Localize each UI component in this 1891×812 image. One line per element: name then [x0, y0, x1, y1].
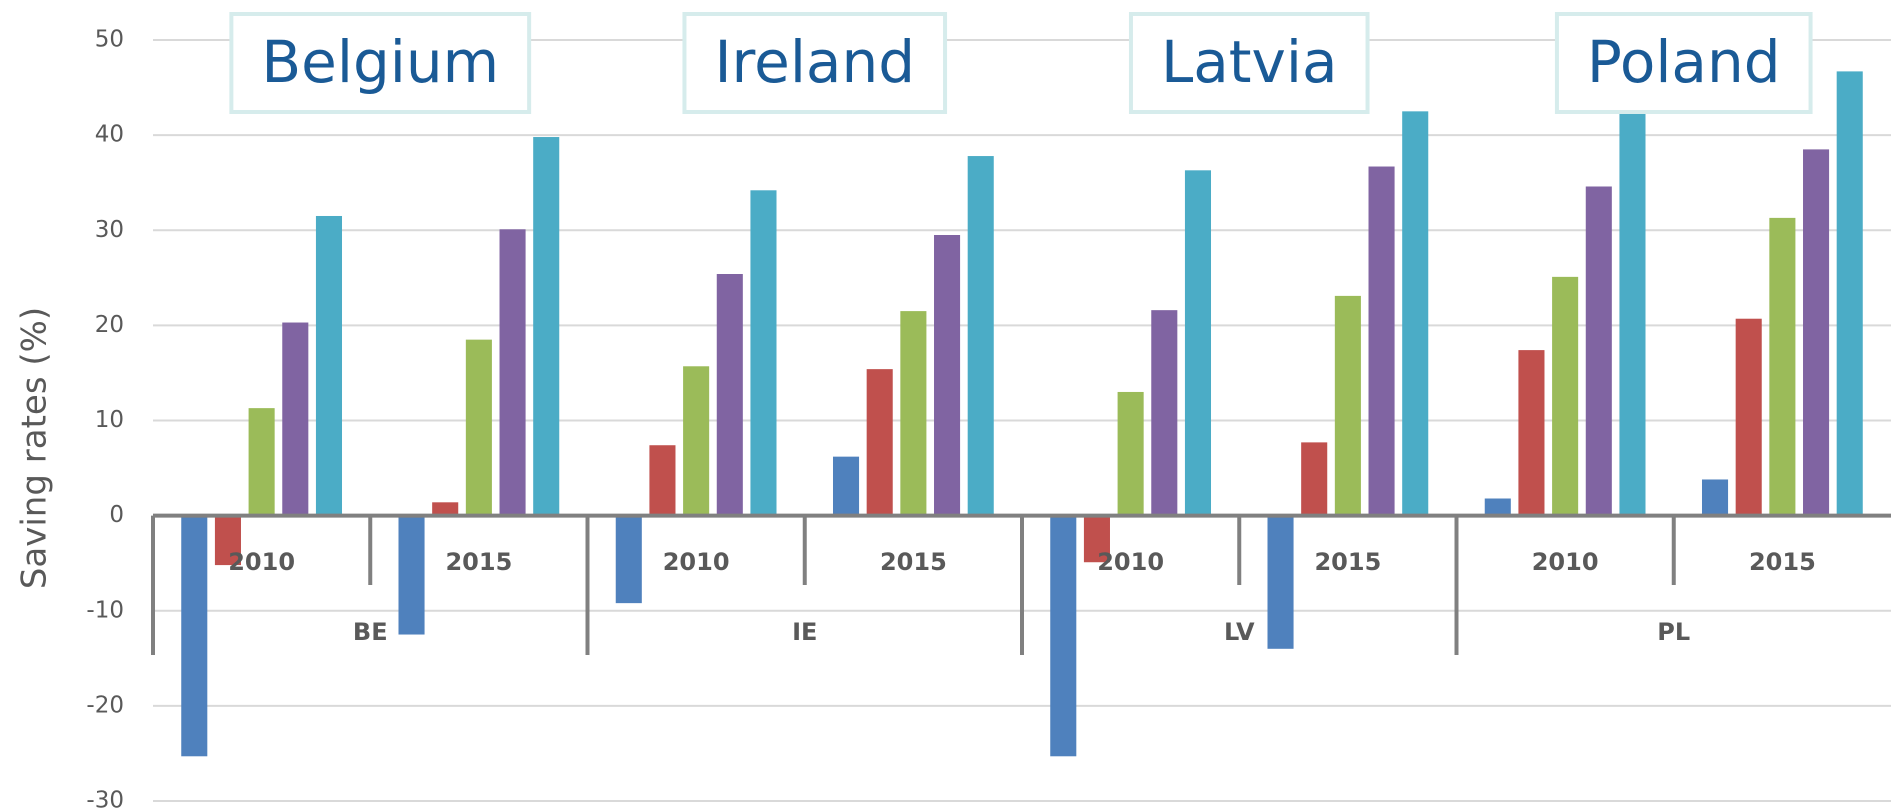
annotation-box: [1128, 12, 1370, 114]
bar: [1701, 479, 1729, 516]
bar: [282, 322, 309, 516]
annotation: Latvia: [1161, 28, 1338, 96]
group-label: LV: [1224, 618, 1255, 646]
x-tick-label: 2010: [1532, 548, 1599, 576]
bar: [716, 274, 743, 516]
bar: [1484, 498, 1511, 516]
bar: [1402, 111, 1429, 516]
bar: [832, 456, 860, 516]
y-axis-label: Saving rates (%): [15, 307, 55, 589]
group-label: BE: [353, 618, 388, 646]
bar: [465, 339, 492, 516]
bar: [1619, 113, 1646, 516]
bar: [866, 369, 893, 516]
bar: [1301, 442, 1328, 516]
x-tick-label: 2015: [445, 548, 512, 576]
bar: [1151, 310, 1178, 516]
bar: [1117, 391, 1144, 516]
bar: [683, 366, 710, 516]
x-tick-label: 2015: [1749, 548, 1816, 576]
bar: [1050, 515, 1077, 757]
bar: [750, 190, 777, 516]
x-tick-label: 2015: [1314, 548, 1381, 576]
bar: [1735, 318, 1762, 516]
y-tick-label: 10: [95, 407, 124, 433]
annotation-box: [682, 12, 948, 114]
bar: [615, 515, 642, 604]
group-label: IE: [792, 618, 817, 646]
bar: [214, 515, 241, 566]
bar: [934, 235, 961, 516]
y-tick-label: 20: [95, 312, 124, 338]
bar: [499, 229, 526, 516]
bar: [1083, 515, 1110, 563]
bar: [900, 311, 927, 516]
bar: [1552, 276, 1579, 516]
bar: [1769, 217, 1796, 516]
bar: [1836, 71, 1863, 516]
bar: [432, 502, 459, 516]
bar: [967, 156, 994, 516]
bar: [1334, 295, 1361, 516]
bar: [315, 215, 343, 516]
bar: [398, 515, 425, 635]
annotation: Ireland: [714, 28, 915, 96]
annotation-box: [1554, 12, 1813, 114]
group-label: PL: [1657, 618, 1690, 646]
bar: [1267, 515, 1294, 649]
bar: [649, 445, 676, 516]
annotation: Poland: [1587, 28, 1781, 96]
y-tick-label: -10: [86, 597, 124, 623]
bar: [1585, 186, 1612, 516]
bar: [181, 515, 208, 757]
annotation: Belgium: [261, 28, 499, 96]
x-tick-label: 2010: [1097, 548, 1164, 576]
bar: [533, 137, 560, 516]
x-tick-label: 2010: [663, 548, 730, 576]
y-tick-label: -20: [86, 692, 124, 718]
bar: [1803, 149, 1830, 516]
bar: [1184, 170, 1212, 516]
x-tick-label: 2015: [880, 548, 947, 576]
y-tick-label: 40: [95, 122, 124, 148]
x-tick-label: 2010: [228, 548, 295, 576]
y-tick-label: 30: [95, 217, 124, 243]
y-tick-label: -30: [86, 788, 124, 812]
bar: [1368, 166, 1395, 516]
annotation-box: [229, 12, 532, 114]
bar: [1518, 350, 1545, 516]
y-tick-label: 50: [95, 27, 124, 53]
bar: [248, 408, 275, 516]
y-tick-label: 0: [109, 502, 124, 528]
